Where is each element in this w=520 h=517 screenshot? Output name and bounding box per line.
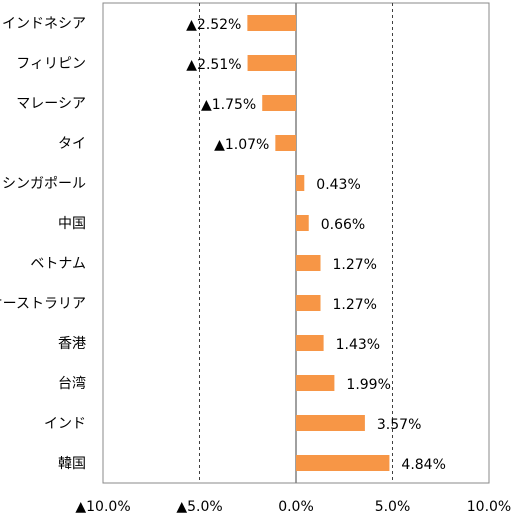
bar bbox=[247, 55, 296, 71]
bar bbox=[296, 415, 365, 431]
data-label: ▲2.51% bbox=[186, 57, 241, 73]
x-tick-label: ▲5.0% bbox=[176, 499, 222, 515]
data-label: 1.27% bbox=[333, 257, 377, 273]
category-label: タイ bbox=[58, 136, 86, 152]
data-label: 1.99% bbox=[346, 377, 390, 393]
bar bbox=[296, 215, 309, 231]
bar bbox=[296, 255, 321, 271]
category-label: オーストラリア bbox=[0, 296, 86, 312]
bar bbox=[275, 135, 296, 151]
bar bbox=[296, 455, 390, 471]
data-label: 4.84% bbox=[401, 457, 445, 473]
category-label: フィリピン bbox=[16, 56, 86, 72]
data-label: 3.57% bbox=[377, 417, 421, 433]
bar bbox=[296, 375, 335, 391]
data-label: 0.66% bbox=[321, 217, 365, 233]
data-label: 0.43% bbox=[316, 177, 360, 193]
category-label: 韓国 bbox=[58, 456, 86, 472]
category-label: シンガポール bbox=[2, 176, 86, 192]
x-tick-label: 0.0% bbox=[278, 499, 314, 515]
category-label: 香港 bbox=[58, 336, 86, 352]
data-label: ▲1.75% bbox=[201, 97, 256, 113]
category-label: 台湾 bbox=[58, 375, 86, 392]
x-tick-label: 10.0% bbox=[467, 499, 511, 515]
bar bbox=[296, 335, 324, 351]
data-label: ▲2.52% bbox=[186, 17, 241, 33]
data-label: ▲1.07% bbox=[214, 137, 269, 153]
x-tick-label: 5.0% bbox=[375, 499, 411, 515]
category-label: インドネシア bbox=[2, 16, 86, 32]
bar bbox=[247, 15, 296, 31]
bar bbox=[296, 295, 321, 311]
bar bbox=[296, 175, 305, 191]
data-label: 1.27% bbox=[333, 297, 377, 313]
bar bbox=[262, 95, 296, 111]
category-label: マレーシア bbox=[16, 96, 86, 112]
x-tick-label: ▲10.0% bbox=[75, 499, 130, 515]
category-label: インド bbox=[44, 416, 86, 432]
category-label: 中国 bbox=[58, 216, 86, 232]
data-label: 1.43% bbox=[336, 337, 380, 353]
category-label: ベトナム bbox=[30, 256, 86, 272]
